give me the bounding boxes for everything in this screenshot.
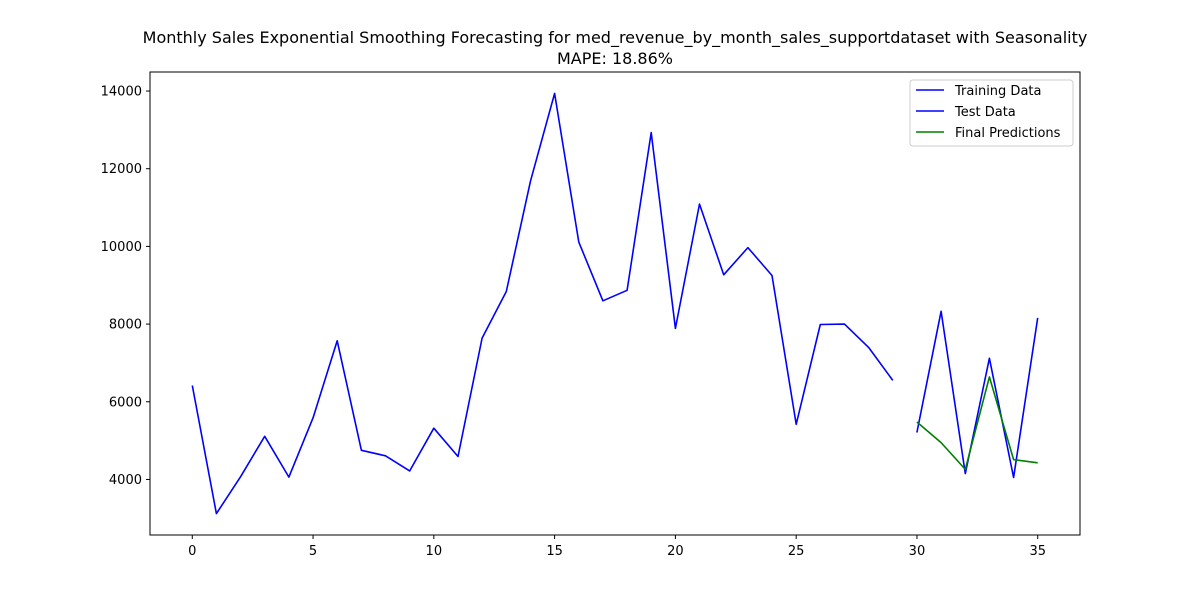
y-tick-label: 4000 [109, 473, 142, 488]
x-tick-label: 5 [309, 544, 317, 559]
y-tick-label: 14000 [101, 85, 142, 100]
legend-box [909, 79, 1074, 147]
legend: Training Data Test Data Final Prediction… [909, 79, 1074, 147]
legend-label-test-data: Test Data [954, 105, 1016, 120]
y-tick-label: 12000 [101, 162, 142, 177]
x-tick-label: 25 [788, 544, 805, 559]
x-tick-label: 10 [426, 544, 443, 559]
x-axis: 0 5 10 15 20 25 30 35 [188, 535, 1046, 559]
plot-frame [149, 71, 1081, 536]
series-line-training-data [191, 92, 894, 515]
chart-title: Monthly Sales Exponential Smoothing Fore… [143, 28, 1088, 48]
series-layer [191, 92, 1039, 515]
y-tick-label: 8000 [109, 318, 142, 333]
y-tick-label: 10000 [101, 240, 142, 255]
legend-label-training-data: Training Data [954, 84, 1041, 99]
series-line-final-predictions [916, 376, 1038, 471]
x-tick-label: 15 [546, 544, 563, 559]
series-line-test-data [916, 310, 1039, 479]
chart-subtitle: MAPE: 18.86% [557, 49, 673, 68]
x-tick-label: 0 [188, 544, 196, 559]
y-axis: 4000 6000 8000 10000 12000 14000 [101, 85, 150, 488]
y-tick-label: 6000 [109, 395, 142, 410]
x-tick-label: 20 [667, 544, 684, 559]
x-tick-label: 35 [1029, 544, 1046, 559]
legend-label-final-predictions: Final Predictions [955, 126, 1061, 141]
x-tick-label: 30 [909, 544, 926, 559]
